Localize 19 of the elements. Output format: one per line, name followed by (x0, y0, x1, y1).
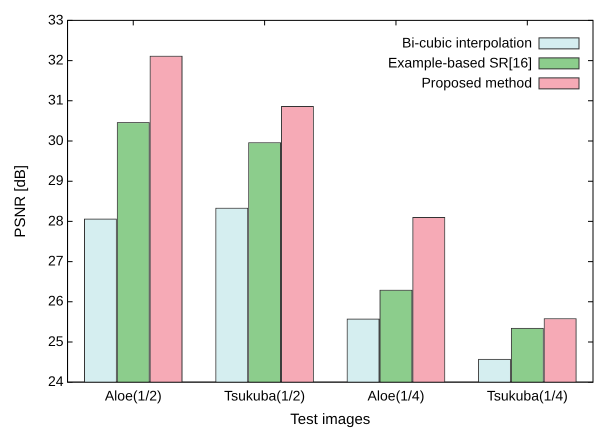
x-axis-title: Test images (290, 411, 370, 428)
y-tick-label: 33 (48, 11, 64, 28)
x-tick-label: Tsukuba(1/2) (224, 387, 306, 404)
y-tick-label: 25 (48, 332, 64, 349)
x-tick-label: Tsukuba(1/4) (486, 387, 568, 404)
y-tick-label: 30 (48, 132, 64, 148)
x-tick-label: Aloe(1/2) (104, 387, 162, 404)
y-tick-label: 27 (48, 252, 64, 268)
x-tick-label: Aloe(1/4) (368, 387, 424, 404)
y-tick-label: 24 (48, 373, 64, 390)
legend-label: Proposed method (421, 74, 532, 90)
y-tick-label: 32 (48, 51, 64, 68)
y-tick-label: 31 (48, 92, 64, 108)
y-tick-label: 28 (48, 212, 64, 228)
y-axis-title: PSNR [dB] (12, 165, 30, 238)
y-tick-label: 29 (48, 172, 64, 188)
legend-label: Bi-cubic interpolation (402, 34, 532, 50)
legend-label: Example-based SR[16] (388, 54, 532, 70)
y-tick-label: 26 (48, 292, 64, 309)
